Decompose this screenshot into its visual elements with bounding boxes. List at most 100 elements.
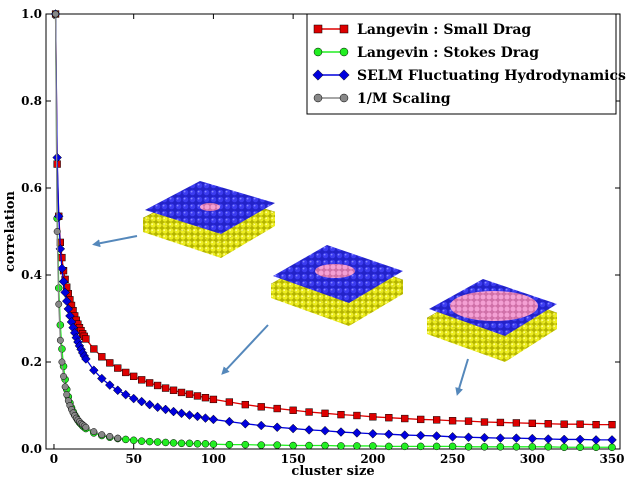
inset-large-cluster [426,279,558,396]
x-tick-label: 150 [281,452,306,466]
data-point [353,411,361,420]
data-point [225,440,234,449]
data-point [431,431,442,441]
data-point [321,409,329,417]
legend: Langevin : Small Drag Langevin : Stokes D… [306,13,626,115]
x-tick-label: 300 [520,452,545,466]
data-point [153,381,162,390]
data-point [273,404,281,413]
data-point [479,432,490,443]
data-point [56,336,64,344]
data-point [256,420,267,431]
y-tick-label: 0.8 [21,94,42,108]
data-point [560,420,568,428]
data-point [496,418,505,427]
data-point [177,439,186,448]
data-point [98,353,106,361]
data-point [152,402,163,413]
data-point [201,394,210,402]
data-point [560,443,568,452]
data-point [240,418,251,429]
data-point [432,442,441,451]
data-point [161,438,170,447]
data-point [58,253,66,262]
data-point [145,437,154,446]
data-point [192,411,203,422]
data-point [544,420,552,428]
y-tick-label: 0.2 [21,355,42,369]
data-point [559,434,569,445]
data-point [114,434,122,442]
series-layer [50,9,617,452]
legend-label: Langevin : Stokes Drag [357,45,539,61]
data-point [184,410,195,420]
data-point [384,429,394,439]
data-point [114,364,122,372]
data-point [480,443,489,451]
data-point [415,430,426,441]
data-point [57,263,67,274]
data-point [58,358,66,366]
legend-marker [339,47,349,57]
data-point [544,443,552,451]
data-point [122,368,130,377]
data-point [58,276,69,287]
data-point [304,425,314,435]
y-tick-label: 0.0 [21,442,42,456]
data-point [607,435,617,445]
data-point [129,436,138,445]
data-point [288,423,298,434]
legend-box [306,13,617,115]
data-point [592,420,600,429]
data-point [337,442,345,450]
series-0 [51,10,616,429]
data-point [90,428,98,436]
data-point [289,406,297,414]
legend-marker [312,69,324,81]
data-point [608,420,616,429]
data-point [257,403,265,411]
legend-label: SELM Fluctuating Hydrodynamics [357,68,626,84]
data-point [463,432,474,443]
data-point [273,441,281,449]
legend-marker [339,93,349,103]
data-point [193,440,202,448]
data-point [193,392,202,400]
data-point [496,443,505,451]
data-point [185,439,194,448]
data-point [576,443,584,452]
data-point [177,388,186,397]
data-point [448,442,457,451]
data-point [320,425,330,436]
data-point [209,395,218,404]
x-tick-label: 0 [50,452,58,466]
data-point [63,391,71,399]
data-point [136,396,147,407]
data-point [528,443,537,451]
data-point [82,423,90,431]
data-point [168,406,179,417]
data-point [432,416,441,424]
data-point [241,400,249,409]
data-point [225,398,234,406]
data-point [336,427,346,437]
data-point [97,373,107,384]
y-axis-label: correlation [3,190,18,272]
legend-marker [338,69,350,81]
data-point [369,442,377,450]
data-point [321,441,329,450]
data-point [81,354,91,364]
data-point [385,442,393,451]
x-tick-label: 50 [125,452,142,466]
data-point [608,443,616,452]
data-point [89,365,99,376]
data-point [112,385,123,396]
data-point [352,428,362,438]
data-point [209,440,218,448]
x-tick-label: 350 [599,452,624,466]
data-point [353,442,361,450]
data-point [464,443,473,451]
data-point [401,442,409,451]
data-point [61,383,69,391]
